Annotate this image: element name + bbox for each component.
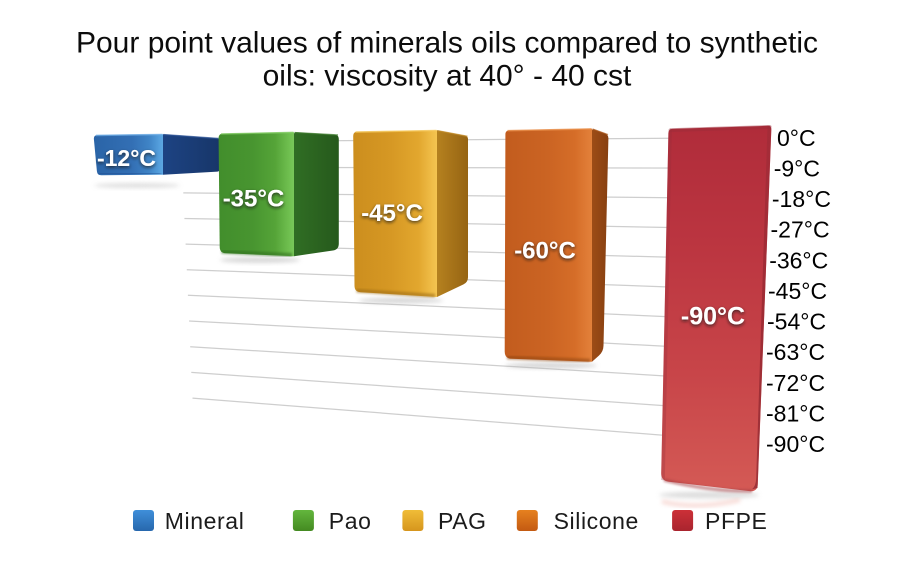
svg-text:Mineral: Mineral [165,508,245,534]
svg-text:-27°C: -27°C [771,217,830,243]
svg-text:-18°C: -18°C [772,186,831,212]
svg-text:-90°C: -90°C [681,302,745,330]
svg-text:Pao: Pao [329,508,372,534]
svg-text:PFPE: PFPE [705,508,767,534]
svg-text:-81°C: -81°C [766,400,825,426]
svg-text:oils: viscosity at 40° - 40 cs: oils: viscosity at 40° - 40 cst [263,60,632,93]
svg-text:Silicone: Silicone [554,508,639,534]
svg-text:-54°C: -54°C [767,309,826,335]
svg-text:-72°C: -72°C [766,370,825,396]
svg-text:0°C: 0°C [777,125,816,151]
svg-text:-90°C: -90°C [766,431,825,457]
svg-text:PAG: PAG [438,508,487,534]
svg-text:-60°C: -60°C [514,238,576,265]
svg-text:-35°C: -35°C [223,185,285,212]
svg-text:-45°C: -45°C [768,278,827,304]
svg-text:-9°C: -9°C [774,155,820,181]
svg-text:-63°C: -63°C [766,339,825,365]
svg-text:Pour point values of minerals: Pour point values of minerals oils compa… [76,27,818,60]
svg-text:-36°C: -36°C [769,247,828,273]
svg-text:-45°C: -45°C [361,200,423,227]
svg-text:-12°C: -12°C [97,145,156,171]
